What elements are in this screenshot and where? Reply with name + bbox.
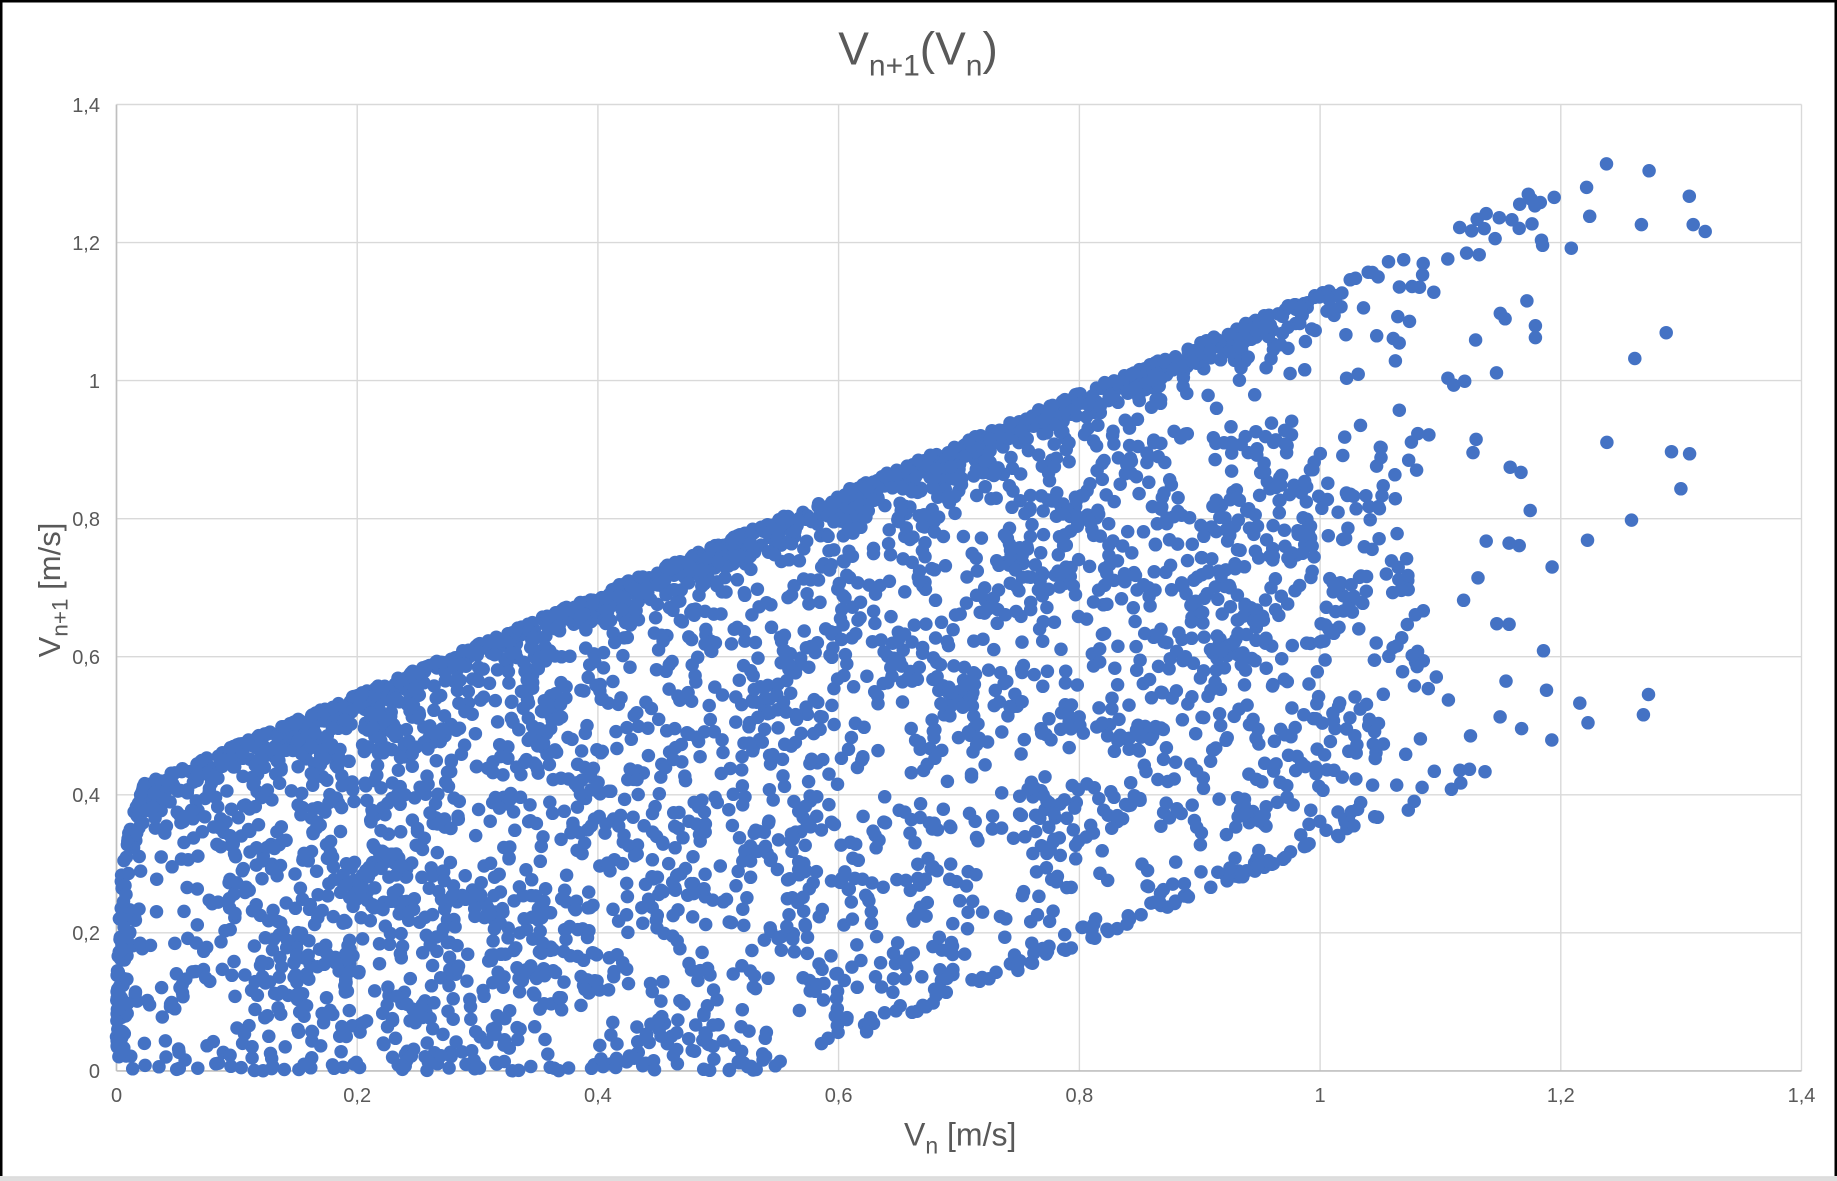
svg-text:1,4: 1,4: [72, 95, 100, 117]
svg-text:0,6: 0,6: [825, 1085, 853, 1107]
svg-text:0,4: 0,4: [72, 785, 100, 807]
svg-text:1: 1: [1315, 1085, 1326, 1107]
svg-text:Vn [m/s]: Vn [m/s]: [904, 1117, 1016, 1159]
svg-text:0,2: 0,2: [343, 1085, 371, 1107]
svg-text:0,8: 0,8: [72, 509, 100, 531]
svg-text:1,4: 1,4: [1788, 1085, 1816, 1107]
svg-text:0,2: 0,2: [72, 923, 100, 945]
svg-text:0,8: 0,8: [1065, 1085, 1093, 1107]
svg-text:0: 0: [89, 1061, 100, 1083]
svg-text:1: 1: [89, 371, 100, 393]
svg-text:0: 0: [111, 1085, 122, 1107]
svg-text:Vn+1 [m/s]: Vn+1 [m/s]: [32, 523, 73, 658]
svg-text:0,4: 0,4: [584, 1085, 612, 1107]
svg-text:1,2: 1,2: [1547, 1085, 1575, 1107]
svg-text:0,6: 0,6: [72, 647, 100, 669]
svg-text:1,2: 1,2: [72, 233, 100, 255]
